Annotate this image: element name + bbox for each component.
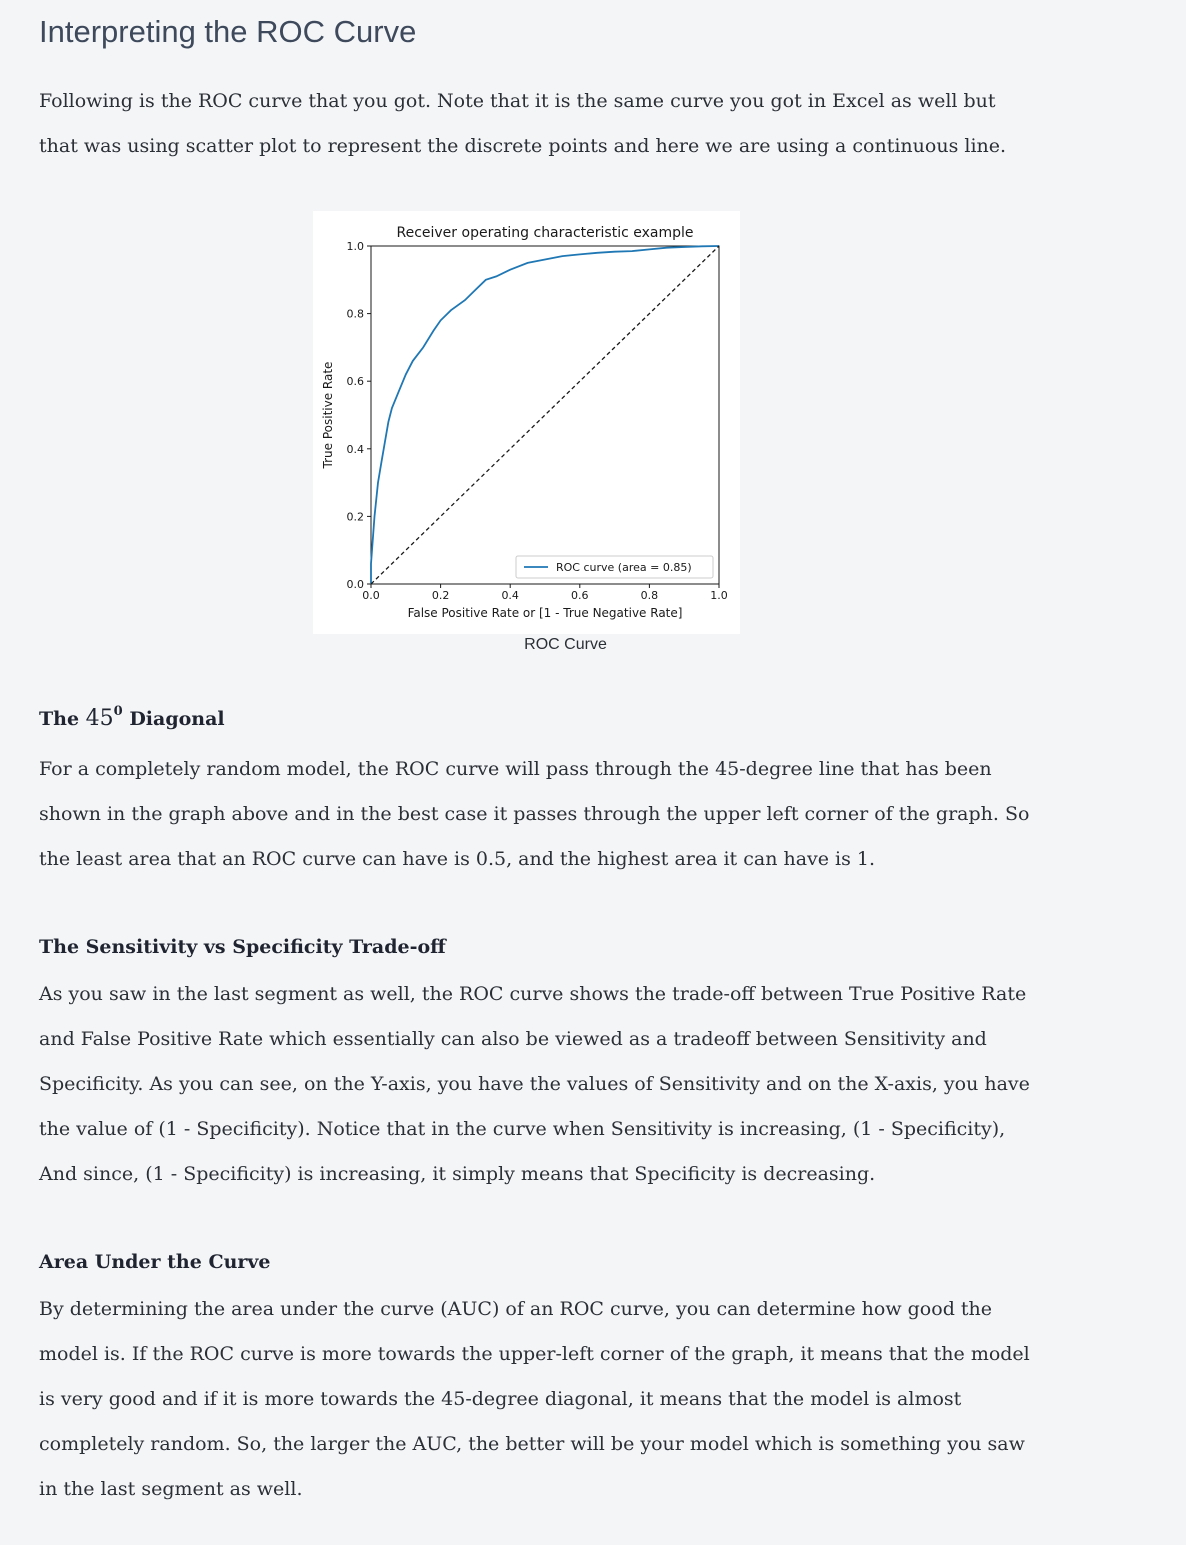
roc-figure: Receiver operating characteristic exampl… xyxy=(313,211,740,634)
x-axis-label: False Positive Rate or [1 - True Negativ… xyxy=(408,606,683,620)
x-tick-label: 0.6 xyxy=(571,589,589,602)
auc-heading: Area Under the Curve xyxy=(39,1251,271,1273)
tradeoff-paragraph: As you saw in the last segment as well, … xyxy=(39,983,1030,1185)
y-tick-label: 0.8 xyxy=(347,308,365,321)
y-tick-label: 0.6 xyxy=(347,375,365,388)
legend-entry: ROC curve (area = 0.85) xyxy=(556,561,692,574)
diagonal-heading-sup: 0 xyxy=(113,703,123,719)
x-tick-label: 0.8 xyxy=(641,589,659,602)
y-tick-label: 1.0 xyxy=(347,240,365,253)
x-tick-label: 0.4 xyxy=(501,589,519,602)
y-tick-label: 0.0 xyxy=(347,578,365,591)
legend-box xyxy=(515,555,714,579)
y-tick-label: 0.4 xyxy=(347,443,365,456)
y-axis-label: True Positive Rate xyxy=(321,362,335,470)
x-tick-label: 0.0 xyxy=(362,589,380,602)
intro-paragraph: Following is the ROC curve that you got.… xyxy=(39,90,1007,157)
diagonal-heading-degree: 45 xyxy=(85,706,114,731)
y-tick-label: 0.2 xyxy=(347,510,365,523)
figure-caption: ROC Curve xyxy=(524,636,607,653)
diagonal-paragraph: For a completely random model, the ROC c… xyxy=(39,758,1030,870)
diagonal-heading-suffix: Diagonal xyxy=(122,708,225,730)
plot-frame xyxy=(370,245,720,585)
auc-paragraph: By determining the area under the curve … xyxy=(39,1298,1030,1500)
tradeoff-heading: The Sensitivity vs Specificity Trade-off xyxy=(39,936,446,958)
page-title: Interpreting the ROC Curve xyxy=(39,14,417,49)
roc-chart: Receiver operating characteristic exampl… xyxy=(321,225,728,620)
chart-title: Receiver operating characteristic exampl… xyxy=(396,225,693,241)
diagonal-heading: The 450 Diagonal xyxy=(39,703,225,731)
x-tick-label: 0.2 xyxy=(432,589,450,602)
diagonal-heading-prefix: The xyxy=(39,708,86,730)
diagonal-reference-line xyxy=(370,245,720,585)
x-tick-label: 1.0 xyxy=(710,589,728,602)
roc-curve-line xyxy=(370,245,720,584)
